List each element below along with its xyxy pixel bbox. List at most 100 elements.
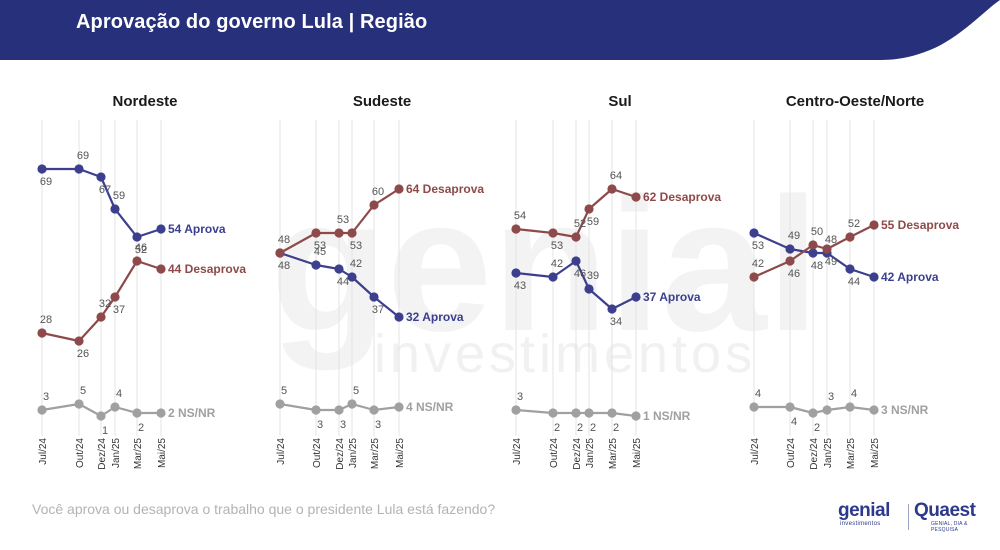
data-point-desaprova: [369, 200, 379, 210]
data-point-aprova: [37, 164, 47, 174]
series-line-aprova: [279, 251, 400, 318]
chart-title: Centro-Oeste/Norte: [786, 93, 924, 110]
data-point-aprova: [334, 264, 344, 274]
data-point-aprova: [607, 304, 617, 314]
data-point-nsnr: [548, 408, 558, 418]
data-point-nsnr: [822, 405, 832, 415]
data-point-nsnr: [749, 402, 759, 412]
x-tick-label: Mar/25: [133, 438, 144, 470]
end-label-desaprova: 44 Desaprova: [168, 262, 246, 276]
data-label-nsnr: 4: [851, 388, 857, 400]
end-label-desaprova: 55 Desaprova: [881, 218, 959, 232]
data-point-desaprova: [311, 228, 321, 238]
x-tick-label: Dez/24: [572, 438, 583, 470]
data-label-nsnr: 3: [340, 419, 346, 431]
data-point-desaprova: [845, 232, 855, 242]
x-tick-label: Mar/25: [846, 438, 857, 470]
data-label-aprova: 44: [848, 276, 860, 288]
data-label-aprova: 44: [337, 276, 349, 288]
quaest-logo: Quaest: [914, 500, 976, 521]
data-label-desaprova: 53: [314, 240, 326, 252]
data-point-aprova: [394, 312, 404, 322]
end-label-nsnr: 3 NS/NR: [881, 403, 929, 417]
data-label-desaprova: 59: [587, 216, 599, 228]
data-point-aprova: [369, 292, 379, 302]
x-tick-label: Mai/25: [632, 438, 643, 468]
x-tick-label: Out/24: [312, 438, 323, 468]
x-tick-label: Jan/25: [111, 438, 122, 468]
data-label-nsnr: 1: [102, 425, 108, 437]
data-label-nsnr: 5: [80, 385, 86, 397]
data-point-aprova: [511, 268, 521, 278]
data-label-nsnr: 3: [43, 391, 49, 403]
x-tick-label: Mai/25: [157, 438, 168, 468]
header-banner: Aprovação do governo Lula | Região: [0, 0, 1000, 60]
data-point-desaprova: [822, 244, 832, 254]
data-point-desaprova: [394, 184, 404, 194]
x-tick-label: Mar/25: [608, 438, 619, 470]
data-point-desaprova: [607, 184, 617, 194]
data-point-nsnr: [347, 399, 357, 409]
data-point-aprova: [110, 204, 120, 214]
data-point-nsnr: [311, 405, 321, 415]
data-label-desaprova: 48: [278, 234, 290, 246]
data-label-aprova: 52: [135, 244, 147, 256]
end-label-aprova: 37 Aprova: [643, 290, 701, 304]
data-point-desaprova: [37, 328, 47, 338]
data-label-aprova: 34: [610, 316, 622, 328]
x-tick-label: Out/24: [549, 438, 560, 468]
data-label-aprova: 67: [99, 184, 111, 196]
data-point-aprova: [132, 232, 142, 242]
data-point-desaprova: [96, 312, 106, 322]
x-tick-label: Jul/24: [512, 438, 523, 465]
data-label-desaprova: 49: [825, 256, 837, 268]
data-label-nsnr: 2: [814, 422, 820, 434]
data-label-aprova: 45: [314, 246, 326, 258]
data-label-desaprova: 52: [574, 218, 586, 230]
data-point-nsnr: [845, 402, 855, 412]
data-label-aprova: 69: [77, 150, 89, 162]
data-label-nsnr: 4: [791, 416, 797, 428]
data-point-nsnr: [37, 405, 47, 415]
data-label-nsnr: 2: [138, 422, 144, 434]
data-point-nsnr: [132, 408, 142, 418]
x-tick-label: Mai/25: [395, 438, 406, 468]
end-label-aprova: 42 Aprova: [881, 270, 939, 284]
data-label-desaprova: 53: [350, 240, 362, 252]
data-point-desaprova: [132, 256, 142, 266]
x-tick-label: Jul/24: [750, 438, 761, 465]
data-point-nsnr: [785, 402, 795, 412]
data-label-nsnr: 2: [590, 422, 596, 434]
data-label-nsnr: 3: [375, 419, 381, 431]
data-point-nsnr: [808, 408, 818, 418]
data-point-aprova: [869, 272, 879, 282]
data-point-aprova: [785, 244, 795, 254]
logo-divider: [908, 504, 909, 530]
data-point-desaprova: [110, 292, 120, 302]
data-label-aprova: 42: [350, 258, 362, 270]
data-label-aprova: 53: [752, 240, 764, 252]
page-title: Aprovação do governo Lula | Região: [76, 11, 428, 33]
data-point-nsnr: [369, 405, 379, 415]
data-label-aprova: 43: [514, 280, 526, 292]
genial-logo-sub: investimentos: [840, 521, 881, 527]
data-point-desaprova: [749, 272, 759, 282]
data-point-aprova: [96, 172, 106, 182]
data-point-nsnr: [110, 402, 120, 412]
data-point-desaprova: [347, 228, 357, 238]
x-tick-label: Out/24: [75, 438, 86, 468]
end-label-nsnr: 1 NS/NR: [643, 409, 691, 423]
data-label-aprova: 48: [811, 260, 823, 272]
x-tick-label: Mai/25: [870, 438, 881, 468]
data-point-aprova: [808, 248, 818, 258]
data-label-nsnr: 4: [755, 388, 761, 400]
data-label-aprova: 59: [113, 190, 125, 202]
data-point-desaprova: [571, 232, 581, 242]
header-background: [0, 0, 1000, 60]
data-label-aprova: 39: [587, 270, 599, 282]
data-label-desaprova: 46: [788, 268, 800, 280]
data-point-nsnr: [571, 408, 581, 418]
data-point-nsnr: [869, 405, 879, 415]
data-label-desaprova: 37: [113, 304, 125, 316]
data-point-aprova: [584, 284, 594, 294]
